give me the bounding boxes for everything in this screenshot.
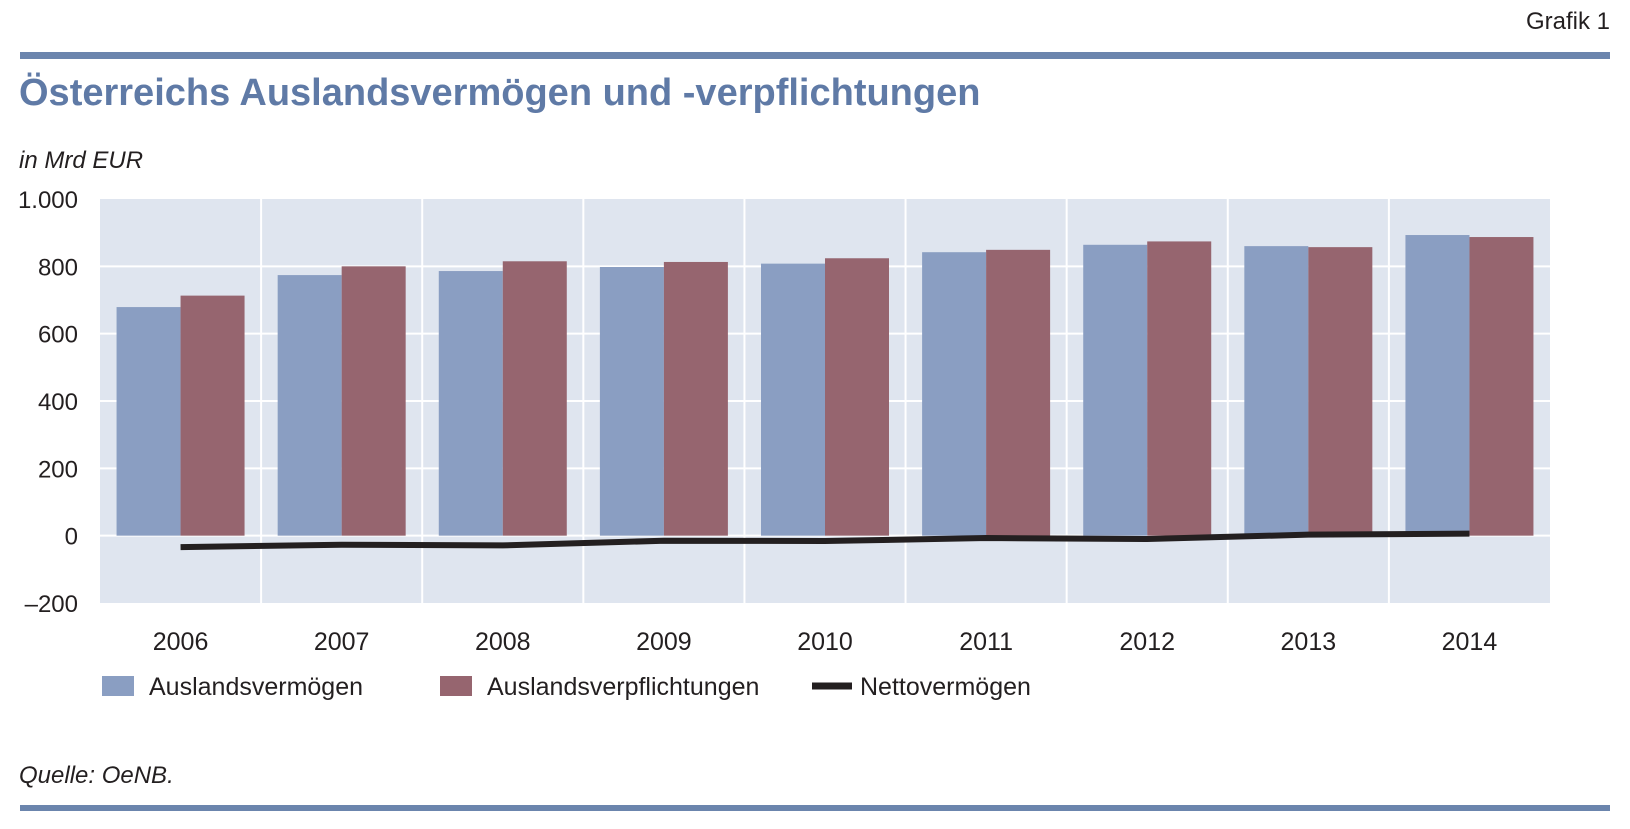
y-tick-label: 200 bbox=[38, 456, 78, 483]
legend-label: Nettovermögen bbox=[860, 673, 1031, 701]
y-tick-label: 400 bbox=[38, 389, 78, 416]
x-tick-label: 2011 bbox=[959, 628, 1013, 656]
bars bbox=[116, 235, 1534, 536]
bar-assets-2014 bbox=[1405, 235, 1470, 536]
unit-label: in Mrd EUR bbox=[19, 147, 144, 174]
bar-liabilities-2006 bbox=[180, 295, 245, 536]
top-rule bbox=[20, 52, 1610, 59]
x-tick-label: 2012 bbox=[1119, 628, 1175, 656]
y-tick-label: 0 bbox=[65, 524, 78, 551]
legend: Auslandsvermögen Auslandsverpflichtungen N… bbox=[102, 673, 1031, 701]
bar-liabilities-2011 bbox=[986, 249, 1051, 536]
figure-label: Grafik 1 bbox=[1525, 8, 1610, 35]
legend-swatch bbox=[102, 676, 134, 696]
bottom-rule bbox=[20, 805, 1610, 811]
y-tick-label: –200 bbox=[25, 591, 78, 618]
bar-assets-2008 bbox=[438, 271, 503, 536]
net-line-group bbox=[180, 530, 1470, 551]
legend-swatch bbox=[440, 676, 472, 696]
bar-liabilities-2008 bbox=[502, 261, 567, 536]
bar-assets-2010 bbox=[761, 263, 825, 536]
bar-assets-2007 bbox=[277, 275, 342, 536]
y-tick-label: 800 bbox=[38, 254, 78, 281]
legend-label: Auslandsverpflichtungen bbox=[487, 673, 759, 701]
x-tick-label: 2014 bbox=[1442, 628, 1498, 656]
x-tick-label: 2009 bbox=[636, 628, 692, 656]
bar-assets-2006 bbox=[116, 307, 181, 536]
x-tick-label: 2007 bbox=[314, 628, 370, 656]
chart-title: Österreichs Auslandsvermögen und -verpfl… bbox=[19, 72, 981, 114]
x-tick-label: 2008 bbox=[475, 628, 531, 656]
y-tick-labels: –200 0 200 400 600 800 1.000 bbox=[18, 187, 78, 618]
bar-assets-2013 bbox=[1244, 246, 1309, 536]
bar-assets-2009 bbox=[599, 267, 664, 536]
bar-liabilities-2009 bbox=[663, 261, 728, 536]
source-note: Quelle: OeNB. bbox=[19, 762, 174, 789]
y-tick-label: 600 bbox=[38, 322, 78, 349]
legend-label: Auslandsvermögen bbox=[149, 673, 363, 701]
bar-liabilities-2010 bbox=[825, 258, 889, 536]
x-tick-labels: 2006 2007 2008 2009 2010 2011 2012 2013 2014 bbox=[153, 628, 1498, 656]
bar-liabilities-2014 bbox=[1469, 237, 1534, 536]
net-line bbox=[180, 530, 1470, 551]
x-tick-label: 2010 bbox=[797, 628, 853, 656]
bar-liabilities-2007 bbox=[341, 266, 406, 536]
bar-liabilities-2013 bbox=[1308, 247, 1373, 536]
bar-assets-2011 bbox=[922, 252, 987, 536]
x-tick-label: 2006 bbox=[153, 628, 209, 656]
y-tick-label: 1.000 bbox=[18, 187, 78, 214]
bar-assets-2012 bbox=[1083, 244, 1148, 536]
x-tick-label: 2013 bbox=[1281, 628, 1337, 656]
bar-liabilities-2012 bbox=[1147, 241, 1212, 536]
